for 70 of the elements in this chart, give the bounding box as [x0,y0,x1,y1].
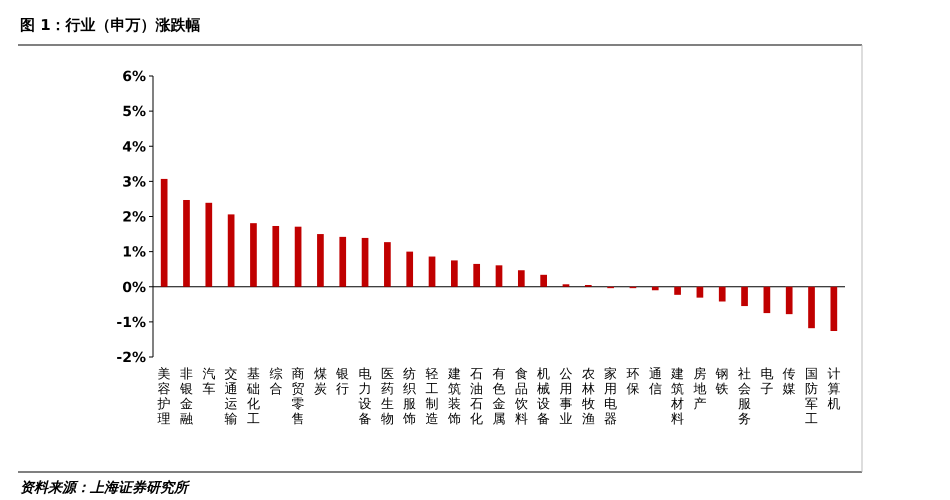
bar [652,286,659,290]
x-tick-label: 建筑装饰 [446,367,461,427]
bar [228,214,234,287]
bar [540,274,547,287]
bar [339,236,346,287]
bar [317,234,324,287]
y-tick-label: 6% [122,69,146,85]
y-tick-label: 4% [122,139,146,156]
x-tick-label: 美容护理 [156,366,171,427]
bar [496,265,502,287]
bar [808,286,815,328]
y-tick-label: 2% [122,210,146,226]
bar [741,286,748,306]
x-tick-label: 公用事业 [559,367,572,427]
x-tick-label: 基础化工 [246,367,260,427]
x-tick-label: 有色金属 [492,367,506,427]
x-tick-label: 商贸零售 [292,367,305,427]
x-tick-label: 综合 [269,367,282,397]
x-tick-label: 煤炭 [314,367,327,397]
x-tick-label: 机械设备 [537,367,550,427]
x-tick-label: 轻工制造 [426,367,439,427]
bar [674,286,681,295]
x-tick-label: 传媒 [782,367,796,397]
x-tick-label: 电子 [760,367,774,397]
bar [451,260,458,287]
bar [183,200,190,287]
bar [294,226,302,287]
x-tick-label: 家用电器 [604,366,618,427]
x-tick-label: 环保 [626,367,640,397]
x-tick-label: 通信 [648,367,662,397]
x-tick-label: 汽车 [202,367,216,397]
x-tick-label: 建筑材料 [670,367,684,427]
bar [473,264,480,287]
bar [205,202,212,287]
x-tick-label: 农林牧渔 [580,367,595,427]
bar [518,270,525,287]
x-tick-label: 电力设备 [358,367,372,427]
x-tick-label: 银行 [335,367,350,397]
x-tick-label: 钢铁 [714,367,729,397]
bar [830,286,838,332]
y-tick-label: -1% [116,314,146,331]
x-tick-label: 社会服务 [738,367,752,427]
x-tick-label: 石油石化 [470,367,484,427]
bar [362,238,368,287]
x-tick-label: 医药生物 [380,367,394,427]
bar [718,286,726,302]
x-tick-label: 交通运输 [224,366,238,427]
x-tick-label: 房地产 [692,366,706,412]
bar [562,284,570,287]
bar [384,242,391,287]
bar [406,252,414,287]
chart-title: 图 1：行业（申万）涨跌幅 [20,16,201,34]
text: 资料来源：上海证券研究所 [20,479,191,496]
bar [160,178,168,287]
bar [428,256,436,287]
y-tick-label: -2% [116,350,146,366]
bar [764,286,770,314]
y-tick-label: 0% [122,280,146,296]
x-tick-label: 计算机 [827,367,840,412]
x-tick-label: 食品饮料 [514,367,528,427]
x-tick-label: 纺织服饰 [402,367,416,427]
bar [250,223,257,287]
x-tick-label: 非银金融 [178,367,193,427]
bar [786,286,793,314]
y-tick-label: 1% [122,244,146,261]
y-tick-label: 5% [122,104,146,120]
bar [272,226,280,287]
bar [696,286,704,298]
x-tick-label: 国防军工 [805,367,818,427]
y-tick-label: 3% [122,174,146,190]
